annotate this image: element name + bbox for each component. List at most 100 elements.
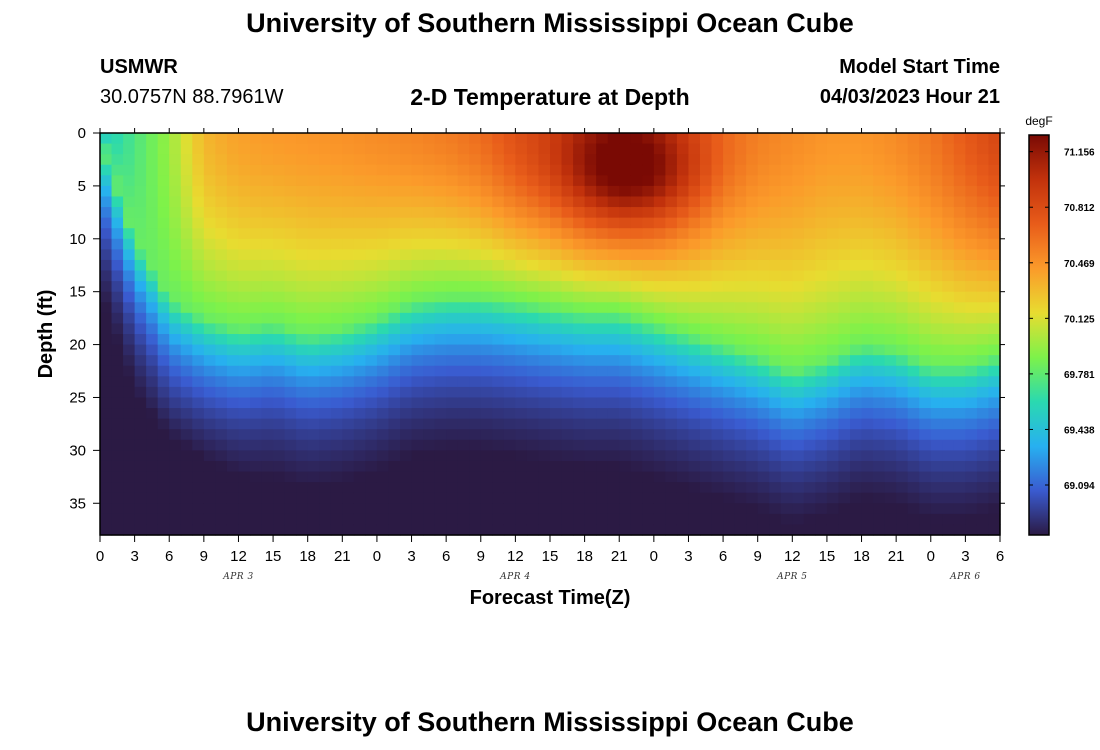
heatmap-cell — [157, 492, 170, 504]
heatmap-cell — [653, 238, 666, 250]
heatmap-cell — [711, 460, 724, 473]
heatmap-cell — [226, 196, 240, 208]
x-tick-label: 15 — [819, 548, 836, 565]
heatmap-cell — [469, 207, 482, 219]
heatmap-cell — [446, 249, 459, 261]
heatmap-cell — [376, 365, 390, 377]
heatmap-cell — [769, 460, 782, 473]
heatmap-cell — [330, 228, 343, 240]
heatmap-cell — [884, 185, 897, 198]
heatmap-cell — [861, 450, 874, 462]
heatmap-cell — [250, 175, 263, 187]
x-tick-label: 18 — [299, 548, 316, 565]
heatmap-cell — [203, 355, 216, 367]
heatmap-cell — [342, 492, 355, 504]
heatmap-cell — [157, 344, 170, 356]
heatmap-cell — [423, 492, 436, 504]
heatmap-cell — [815, 185, 828, 198]
heatmap-cell — [134, 503, 147, 515]
heatmap-cell — [700, 217, 713, 229]
heatmap-cell — [896, 460, 909, 473]
heatmap-cell — [400, 185, 413, 198]
heatmap-cell — [365, 492, 378, 504]
heatmap-cell — [238, 376, 251, 388]
heatmap-cell — [296, 450, 309, 462]
heatmap-cell — [296, 334, 309, 346]
heatmap-cell — [307, 291, 320, 303]
heatmap-cell — [850, 503, 863, 515]
heatmap-cell — [146, 196, 159, 208]
heatmap-cell — [711, 312, 724, 325]
heatmap-cell — [376, 259, 390, 272]
heatmap-cell — [803, 259, 816, 272]
heatmap-cell — [850, 323, 863, 335]
heatmap-cell — [526, 154, 540, 166]
heatmap-cell — [769, 259, 782, 272]
heatmap-cell — [180, 524, 193, 536]
heatmap-cell — [480, 460, 493, 473]
heatmap-cell — [469, 133, 482, 145]
heatmap-cell — [330, 429, 343, 441]
heatmap-cell — [942, 418, 955, 430]
heatmap-cell — [550, 408, 563, 420]
heatmap-cell — [884, 429, 897, 441]
heatmap-cell — [665, 164, 678, 176]
heatmap-cell — [976, 154, 990, 166]
heatmap-cell — [169, 460, 182, 473]
heatmap-cell — [169, 270, 182, 282]
heatmap-cell — [630, 217, 643, 229]
heatmap-cell — [238, 450, 251, 462]
heatmap-cell — [757, 312, 770, 325]
heatmap-cell — [388, 185, 401, 198]
heatmap-cell — [365, 355, 378, 367]
heatmap-cell — [226, 429, 240, 441]
heatmap-cell — [757, 133, 770, 145]
heatmap-cell — [930, 302, 943, 314]
heatmap-cell — [261, 503, 274, 515]
heatmap-cell — [930, 365, 943, 377]
heatmap-cell — [457, 524, 470, 536]
heatmap-cell — [250, 355, 263, 367]
heatmap-cell — [780, 143, 793, 155]
heatmap-cell — [573, 439, 586, 451]
heatmap-cell — [515, 344, 528, 356]
heatmap-cell — [330, 238, 343, 250]
heatmap-cell — [826, 492, 840, 504]
heatmap-cell — [134, 291, 147, 303]
heatmap-cell — [757, 450, 770, 462]
heatmap-cell — [192, 386, 205, 399]
heatmap-cell — [780, 291, 793, 303]
heatmap-cell — [561, 397, 574, 409]
heatmap-cell — [676, 482, 690, 494]
heatmap-cell — [307, 143, 320, 155]
heatmap-cell — [515, 323, 528, 335]
heatmap-cell — [123, 429, 136, 441]
heatmap-cell — [169, 164, 182, 176]
heatmap-cell — [296, 281, 309, 293]
heatmap-cell — [619, 513, 632, 526]
heatmap-cell — [307, 439, 320, 451]
heatmap-cell — [238, 143, 251, 155]
heatmap-cell — [884, 492, 897, 504]
heatmap-cell — [169, 175, 182, 187]
heatmap-cell — [550, 143, 563, 155]
heatmap-cell — [688, 249, 701, 261]
heatmap-cell — [342, 513, 355, 526]
heatmap-cell — [123, 450, 136, 462]
heatmap-cell — [942, 196, 955, 208]
heatmap-cell — [296, 376, 309, 388]
heatmap-cell — [850, 386, 863, 399]
heatmap-cell — [273, 312, 286, 325]
heatmap-cell — [273, 513, 286, 526]
heatmap-cell — [342, 418, 355, 430]
heatmap-cell — [307, 238, 320, 250]
x-tick-label: 12 — [230, 548, 247, 565]
heatmap-cell — [942, 312, 955, 325]
heatmap-cell — [607, 460, 620, 473]
heatmap-cell — [688, 482, 701, 494]
heatmap-cell — [550, 503, 563, 515]
heatmap-cell — [550, 323, 563, 335]
heatmap-cell — [988, 334, 1001, 346]
heatmap-cell — [619, 281, 632, 293]
heatmap-cell — [284, 207, 297, 219]
